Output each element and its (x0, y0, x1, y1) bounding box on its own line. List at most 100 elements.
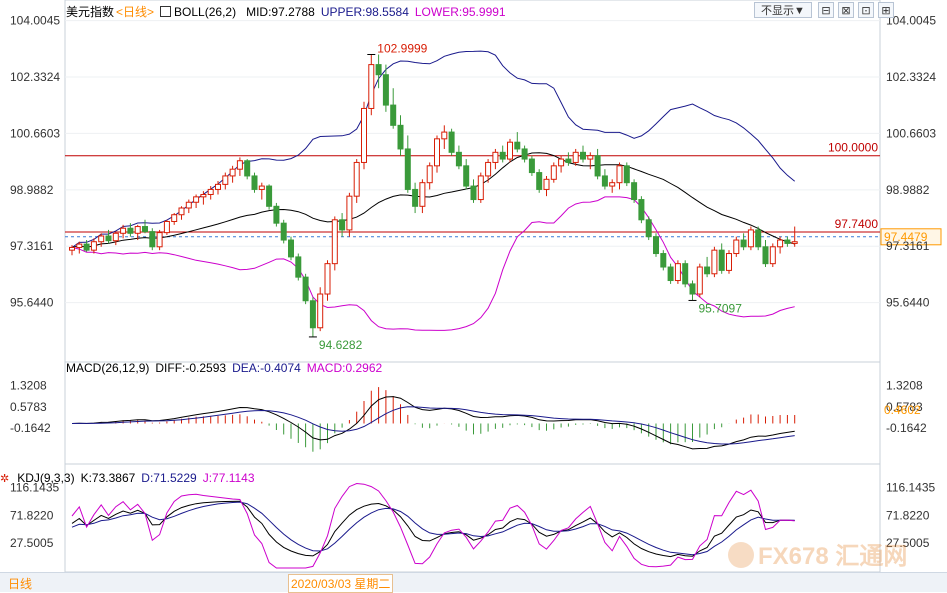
candle-body (485, 161, 492, 177)
candle-body (791, 241, 798, 244)
kdj-k-line (71, 500, 795, 558)
candle-body (528, 158, 535, 174)
level-label: 97.7400 (835, 217, 879, 231)
candle-body (441, 131, 448, 140)
watermark-text: FX678 汇通网 (758, 543, 908, 570)
candle-body (244, 160, 251, 177)
candle-body (550, 165, 557, 180)
boll-upper-line (71, 50, 796, 248)
boll-label: BOLL(26,2) (160, 5, 240, 19)
candle-body (601, 175, 608, 187)
price-tick-left: 97.3161 (10, 239, 54, 253)
boll-lower-line (71, 196, 795, 331)
watermark-logo-icon (728, 542, 754, 568)
kdj-settings-icon[interactable]: ✲ (0, 473, 10, 485)
kdj-j: J:77.1143 (202, 471, 255, 485)
candle-body (375, 64, 382, 76)
candle-body (623, 165, 630, 184)
candle-body (631, 182, 638, 201)
kdj-tick-left: 116.1435 (10, 480, 59, 494)
candle-body (178, 207, 185, 216)
candle-body (134, 226, 141, 234)
watermark: FX678 汇通网 (728, 536, 907, 571)
display-dropdown[interactable]: 不显示▼ (754, 2, 812, 18)
candle-body (215, 183, 221, 190)
price-tick-left: 102.3324 (10, 70, 60, 84)
macd-tick-right: 1.3208 (886, 378, 923, 392)
candle-body (105, 235, 112, 242)
candle-body (346, 195, 353, 231)
price-tick-right: 97.3161 (886, 239, 930, 253)
candle-body (507, 141, 513, 160)
candle-body (543, 178, 550, 190)
candle-body (302, 276, 309, 302)
low-label: 95.7097 (699, 301, 743, 315)
candle-body (616, 165, 623, 184)
candle-body (755, 229, 762, 248)
period-tab[interactable]: 日线 (8, 577, 33, 591)
price-tick-left: 95.6440 (10, 296, 54, 310)
boll-icon[interactable] (160, 6, 172, 17)
candle-body (711, 249, 718, 275)
candle-body (149, 231, 156, 248)
candle-body (682, 263, 689, 285)
upper-label: UPPER:98.5584 (320, 5, 409, 19)
candle-body (726, 253, 732, 271)
candle-body (339, 219, 346, 231)
macd-value: MACD:0.2962 (306, 361, 383, 375)
candle-body (419, 182, 426, 207)
horizontal-lines: 100.0000 97.7400 97.4479 (65, 141, 942, 246)
candle-body (580, 151, 586, 160)
candle-body (594, 155, 601, 177)
candle-body (696, 266, 703, 295)
candle-body (295, 256, 302, 278)
candle-body (762, 246, 769, 265)
macd-tick-right: -0.1642 (886, 421, 927, 435)
candle-body (251, 175, 258, 190)
candle-body (448, 131, 455, 153)
price-tick-right: 98.9882 (886, 183, 930, 197)
candle-body (266, 185, 273, 207)
candle-body (777, 239, 784, 248)
candle-body (98, 235, 105, 243)
boll-lines (71, 50, 796, 331)
candle-body (185, 201, 192, 209)
candle-body (324, 263, 331, 295)
candle-body (769, 246, 776, 265)
cursor-date-label: 2020/03/03 星期二 (288, 574, 394, 593)
maximize-button[interactable]: ⊞ (878, 2, 894, 18)
candle-body (747, 229, 754, 248)
candle-body (76, 243, 83, 248)
candle-body (455, 151, 462, 167)
kdj-k: K:73.3867 (80, 471, 136, 485)
minimize-button[interactable]: ⊟ (818, 2, 834, 18)
candle-body (404, 148, 411, 190)
level-label: 100.0000 (828, 141, 878, 155)
candle-body (733, 239, 740, 255)
restore-button[interactable]: ⊡ (858, 2, 874, 18)
candle-body (536, 172, 543, 190)
price-panel-frame (64, 0, 881, 363)
price-tick-left: 104.0045 (10, 14, 60, 28)
boll-mid-line (71, 152, 795, 248)
price-header: 美元指数 <日线> BOLL(26,2) MID:97.2788 UPPER:98.55… (66, 3, 512, 20)
macd-title: MACD(26,12,9) (66, 361, 150, 375)
candle-body (499, 151, 506, 160)
candle-body (69, 246, 75, 251)
price-tick-right: 100.6603 (886, 126, 936, 140)
candle-body (193, 196, 200, 203)
close-panel-button[interactable]: ⊠ (838, 2, 854, 18)
price-tick-right: 95.6440 (886, 296, 930, 310)
candle-body (156, 232, 163, 248)
macd-diff: DIFF:-0.2593 (155, 361, 227, 375)
period-label[interactable]: <日线> (116, 5, 155, 19)
kdj-tick-right: 116.1435 (886, 480, 935, 494)
candle-body (90, 241, 97, 251)
candle-body (229, 168, 236, 177)
candle-body (645, 219, 652, 238)
candle-body (163, 220, 170, 234)
candle-body (112, 232, 119, 242)
symbol-label: 美元指数 (66, 5, 115, 19)
